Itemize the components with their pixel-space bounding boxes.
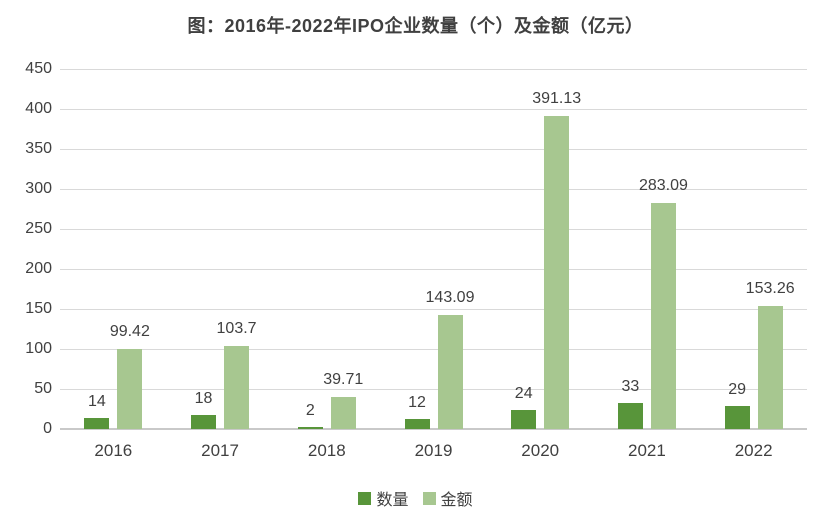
- gridline: [60, 188, 807, 190]
- legend-label: 金额: [440, 492, 473, 509]
- y-axis-tick-label: 300: [25, 180, 52, 197]
- gridline: [60, 228, 807, 230]
- y-axis-tick-label: 100: [25, 340, 52, 357]
- bar-quantity: [724, 405, 750, 429]
- bar-quantity: [511, 409, 537, 429]
- gridline: [60, 268, 807, 270]
- gridline: [60, 148, 807, 150]
- gridline: [60, 108, 807, 110]
- x-axis-label: 2022: [734, 441, 773, 460]
- x-axis-label: 2020: [521, 441, 560, 460]
- bar-amount: [544, 116, 570, 429]
- amount-value-label: 99.42: [109, 323, 150, 341]
- bar-quantity: [617, 402, 643, 429]
- bar-amount: [330, 397, 356, 429]
- y-axis-tick-label: 200: [25, 260, 52, 277]
- legend-item-数量: 数量: [358, 486, 409, 510]
- gridline: [60, 348, 807, 350]
- quantity-value-label: 24: [514, 384, 533, 402]
- legend: 数量 金额: [0, 486, 831, 510]
- y-axis-tick-label: 400: [25, 100, 52, 117]
- x-axis-line: [60, 428, 807, 430]
- gridline: [60, 308, 807, 310]
- bar-amount: [437, 314, 463, 429]
- legend-item-金额: 金额: [422, 486, 473, 510]
- amount-value-label: 143.09: [425, 288, 475, 306]
- y-axis-tick-label: 150: [25, 300, 52, 317]
- x-axis-label: 2016: [94, 441, 133, 460]
- legend-swatch-icon: [358, 491, 372, 505]
- quantity-value-label: 29: [728, 380, 747, 398]
- bar-quantity: [404, 419, 430, 429]
- bar-quantity: [84, 417, 110, 429]
- bar-amount: [224, 346, 250, 429]
- y-axis-tick-label: 0: [43, 420, 52, 437]
- y-axis-tick-label: 350: [25, 140, 52, 157]
- quantity-value-label: 2: [305, 402, 315, 419]
- bar-amount: [650, 202, 676, 429]
- quantity-value-label: 14: [87, 392, 106, 410]
- quantity-value-label: 18: [194, 389, 213, 407]
- legend-swatch-icon: [422, 491, 436, 505]
- amount-value-label: 391.13: [532, 90, 582, 108]
- y-axis-tick-label: 50: [34, 380, 52, 397]
- x-axis-label: 2021: [628, 441, 666, 460]
- gridline: [60, 68, 807, 70]
- legend-label: 数量: [376, 492, 409, 509]
- x-axis-label: 2018: [307, 441, 346, 460]
- x-axis-label: 2017: [201, 441, 239, 460]
- bar-amount: [757, 306, 783, 429]
- amount-value-label: 103.7: [216, 320, 257, 338]
- quantity-value-label: 33: [621, 377, 640, 395]
- bar-amount: [117, 349, 143, 429]
- x-axis-label: 2019: [414, 441, 453, 460]
- chart-title: 图：2016年-2022年IPO企业数量（个）及金额（亿元）: [187, 16, 644, 36]
- bar-quantity: [297, 427, 323, 429]
- quantity-value-label: 12: [408, 394, 426, 412]
- amount-value-label: 283.09: [638, 176, 688, 194]
- bar-quantity: [191, 414, 217, 429]
- gridline: [60, 388, 807, 390]
- amount-value-label: 39.71: [323, 371, 364, 389]
- y-axis-tick-label: 250: [25, 220, 52, 237]
- y-axis-tick-label: 450: [25, 60, 52, 77]
- amount-value-label: 153.26: [745, 280, 795, 298]
